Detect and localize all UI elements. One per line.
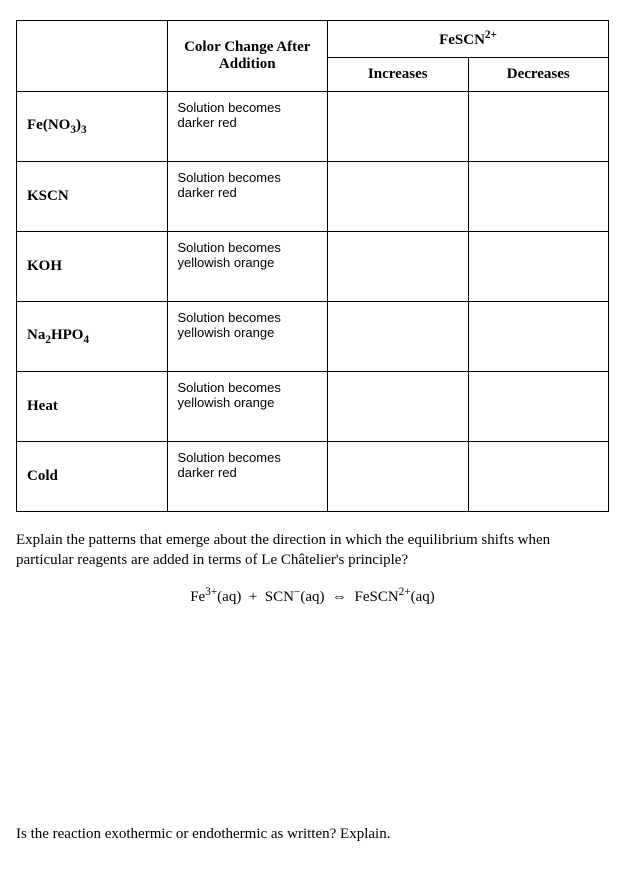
- header-color-change: Color Change After Addition: [167, 21, 328, 92]
- table-row: KSCNSolution becomes darker red: [17, 162, 609, 232]
- equilibrium-table: Color Change After Addition FeSCN2+ Incr…: [16, 20, 609, 512]
- table-row: ColdSolution becomes darker red: [17, 442, 609, 512]
- increases-cell: [328, 92, 468, 162]
- color-change-cell: Solution becomes yellowish orange: [167, 372, 328, 442]
- table-row: HeatSolution becomes yellowish orange: [17, 372, 609, 442]
- decreases-cell: [468, 372, 609, 442]
- reagent-cell: Na2HPO4: [17, 302, 168, 372]
- color-change-cell: Solution becomes darker red: [167, 442, 328, 512]
- table-body: Fe(NO3)3Solution becomes darker redKSCNS…: [17, 92, 609, 512]
- color-change-cell: Solution becomes darker red: [167, 92, 328, 162]
- question-2: Is the reaction exothermic or endothermi…: [16, 826, 609, 843]
- header-blank: [17, 21, 168, 92]
- decreases-cell: [468, 302, 609, 372]
- color-change-cell: Solution becomes yellowish orange: [167, 302, 328, 372]
- increases-cell: [328, 162, 468, 232]
- decreases-cell: [468, 442, 609, 512]
- table-row: Fe(NO3)3Solution becomes darker red: [17, 92, 609, 162]
- table-row: KOHSolution becomes yellowish orange: [17, 232, 609, 302]
- reagent-cell: Heat: [17, 372, 168, 442]
- header-increases: Increases: [328, 58, 468, 92]
- reagent-cell: Fe(NO3)3: [17, 92, 168, 162]
- decreases-cell: [468, 232, 609, 302]
- reagent-cell: KSCN: [17, 162, 168, 232]
- increases-cell: [328, 442, 468, 512]
- increases-cell: [328, 302, 468, 372]
- header-decreases: Decreases: [468, 58, 609, 92]
- increases-cell: [328, 232, 468, 302]
- header-row-1: Color Change After Addition FeSCN2+: [17, 21, 609, 58]
- increases-cell: [328, 372, 468, 442]
- reagent-cell: Cold: [17, 442, 168, 512]
- decreases-cell: [468, 162, 609, 232]
- equilibrium-equation: Fe3+(aq) + SCN−(aq) ⇔ FeSCN2+(aq): [16, 586, 609, 606]
- color-change-cell: Solution becomes darker red: [167, 162, 328, 232]
- question-1: Explain the patterns that emerge about t…: [16, 530, 609, 571]
- reagent-cell: KOH: [17, 232, 168, 302]
- decreases-cell: [468, 92, 609, 162]
- color-change-cell: Solution becomes yellowish orange: [167, 232, 328, 302]
- header-fescn: FeSCN2+: [328, 21, 609, 58]
- table-row: Na2HPO4Solution becomes yellowish orange: [17, 302, 609, 372]
